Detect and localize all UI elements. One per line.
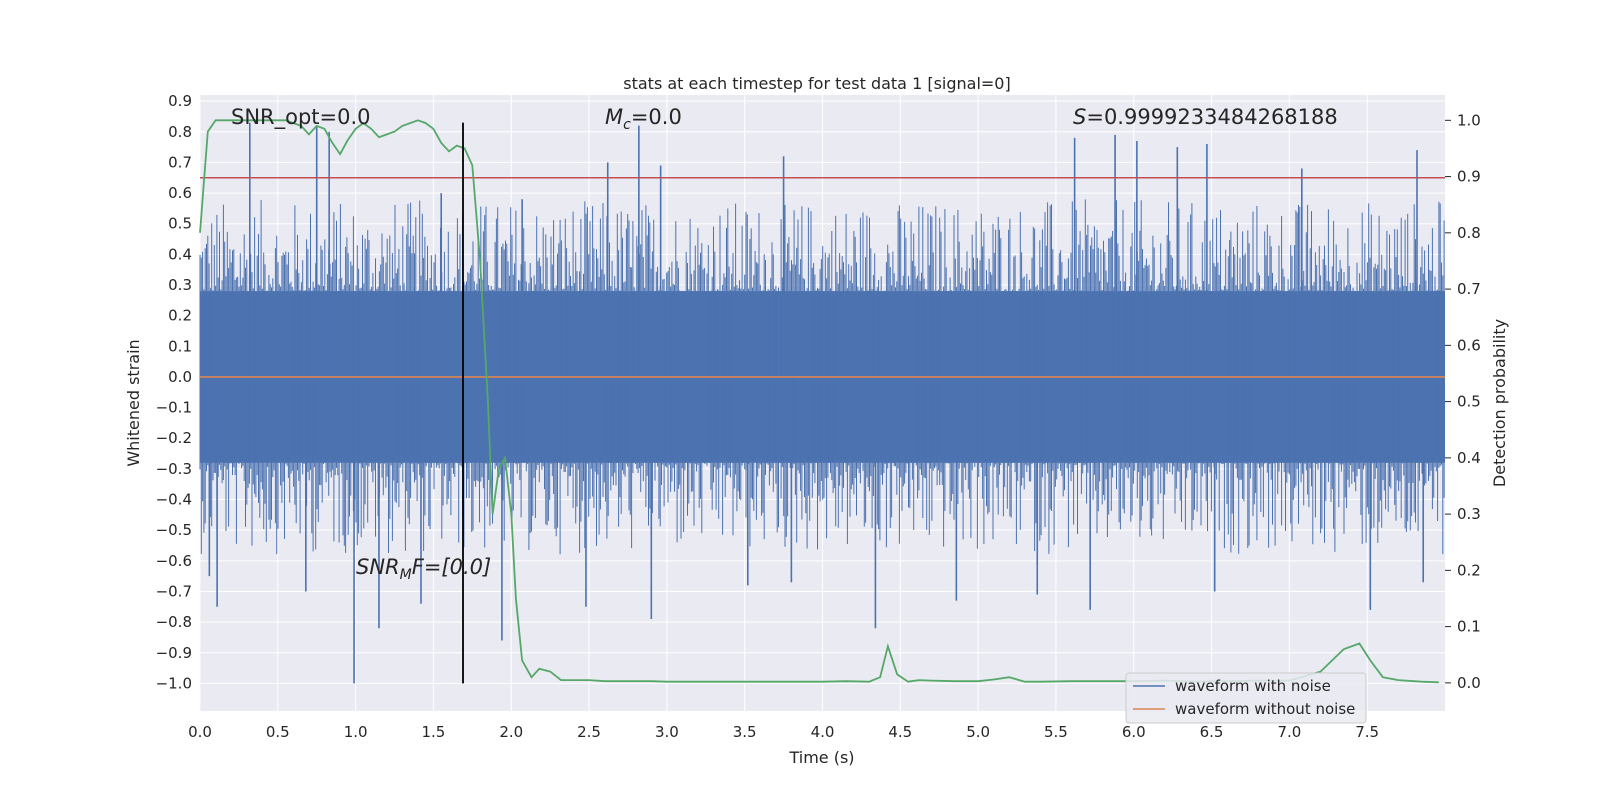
y-axis-right-ticks: 0.0 0.1 0.2 0.3 0.4 0.5 0.6 0.7 0.8 0.9 1.0 [1445,111,1481,692]
x-axis-label: Time (s) [788,748,854,767]
x-tick-label: 4.0 [811,723,835,741]
x-tick-label: 1.5 [422,723,446,741]
y-axis-left-label: Whitened strain [124,339,143,466]
x-tick-label: 7.5 [1355,723,1379,741]
y-tick-label-right: 0.6 [1457,336,1481,354]
y-tick-label-right: 0.2 [1457,561,1481,579]
y-tick-label-left: −0.9 [156,644,192,662]
y-tick-label-left: −0.5 [156,521,192,539]
y-tick-label-right: 0.5 [1457,393,1481,411]
y-tick-label-left: 0.8 [168,123,192,141]
y-tick-label-right: 0.0 [1457,674,1481,692]
y-tick-label-left: 0.3 [168,276,192,294]
legend-label-noisy: waveform with noise [1175,677,1331,695]
annotation-score: S=0.9999233484268188 [1073,105,1338,129]
x-tick-label: 1.0 [344,723,368,741]
y-tick-label-right: 0.9 [1457,168,1481,186]
y-tick-label-left: −0.1 [156,399,192,417]
y-axis-right-label: Detection probability [1490,319,1509,487]
y-tick-label-left: 0.5 [168,215,192,233]
annotation-chirp-mass: Mc=0.0 [605,105,682,133]
y-axis-left-ticks: 0.9 0.8 0.7 0.6 0.5 0.4 0.3 0.2 0.1 0.0 −0.1 −0.2 −0… [156,92,192,692]
y-tick-label-right: 0.1 [1457,618,1481,636]
y-tick-label-left: 0.4 [168,245,192,263]
legend: waveform with noise waveform without noi… [1125,672,1367,724]
annotation-snr-opt: SNR_opt=0.0 [231,105,371,130]
y-tick-label-left: −0.4 [156,491,192,509]
y-tick-label-right: 1.0 [1457,111,1481,129]
noise-texture [199,199,1445,555]
annotation-snr-mf-tail: F=[0.0] [412,555,491,579]
y-tick-label-right: 0.4 [1457,449,1481,467]
x-tick-label: 5.5 [1044,723,1068,741]
x-tick-label: 0.5 [266,723,290,741]
x-tick-label: 6.0 [1122,723,1146,741]
y-tick-label-right: 0.7 [1457,280,1481,298]
y-tick-label-left: 0.6 [168,184,192,202]
x-tick-label: 6.5 [1200,723,1224,741]
legend-label-clean: waveform without noise [1175,700,1355,718]
annotation-chirp-mass-symbol: M [605,105,623,129]
annotation-score-symbol: S [1073,105,1086,129]
y-tick-label-right: 0.8 [1457,224,1481,242]
y-tick-label-left: −1.0 [156,674,192,692]
x-axis-ticks: 0.0 0.5 1.0 1.5 2.0 2.5 3.0 3.5 4.0 4.5 5.0 5.5 6.0 6… [188,723,1379,741]
x-tick-label: 5.0 [966,723,990,741]
y-tick-label-right: 0.3 [1457,505,1481,523]
x-tick-label: 3.5 [733,723,757,741]
x-tick-label: 2.5 [577,723,601,741]
x-tick-label: 0.0 [188,723,212,741]
x-tick-label: 4.5 [888,723,912,741]
y-tick-label-left: 0.2 [168,307,192,325]
y-tick-label-left: 0.0 [168,368,192,386]
annotation-chirp-mass-sub: c [623,117,631,133]
annotation-snr-mf: SNRMF=[0.0] [356,555,491,583]
annotation-snr-mf-sub: M [400,567,412,583]
x-tick-label: 7.0 [1277,723,1301,741]
y-tick-label-left: −0.3 [156,460,192,478]
y-tick-label-left: 0.9 [168,92,192,110]
y-tick-label-left: 0.7 [168,153,192,171]
legend-box [1125,672,1367,724]
y-tick-label-left: −0.2 [156,429,192,447]
chart-title: stats at each timestep for test data 1 [… [623,74,1010,93]
series-detection-probability [199,119,1439,684]
annotation-snr-mf-symbol: SNR [356,555,400,579]
y-tick-label-left: 0.1 [168,337,192,355]
x-tick-label: 3.0 [655,723,679,741]
annotation-score-value: =0.9999233484268188 [1086,105,1337,129]
y-tick-label-left: −0.8 [156,613,192,631]
y-tick-label-left: −0.6 [156,552,192,570]
x-tick-label: 2.0 [499,723,523,741]
annotation-chirp-mass-value: =0.0 [631,105,682,129]
y-tick-label-left: −0.7 [156,582,192,600]
